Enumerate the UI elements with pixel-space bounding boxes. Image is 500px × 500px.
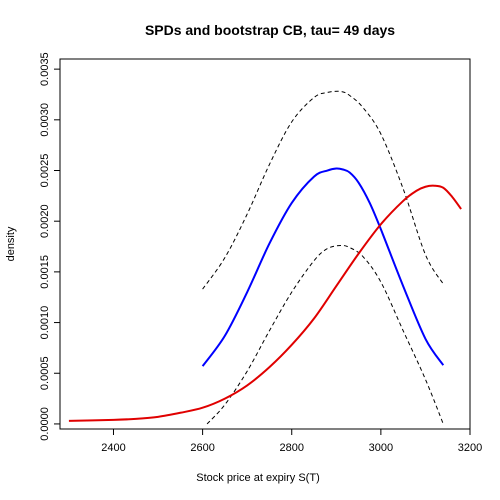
x-tick-label: 3000 [369,442,393,454]
y-tick-label: 0.0020 [39,204,51,238]
y-tick-label: 0.0025 [39,154,51,188]
series-line-0 [201,167,445,367]
x-tick-label: 2600 [190,442,214,454]
series-line-1 [202,90,444,290]
x-axis-label: Stock price at expiry S(T) [196,472,319,484]
y-axis: 0.0000 0.0005 0.0010 0.0015 0.0020 0.0025 0.00… [39,52,60,441]
y-tick-label: 0.0035 [39,52,51,86]
plot-frame [59,58,471,430]
y-axis-label: density [5,226,17,261]
x-tick-label: 3200 [458,442,482,454]
x-axis: 2400 2600 2800 3000 3200 [101,429,482,454]
series-line-3 [68,184,462,422]
x-tick-label: 2800 [279,442,303,454]
y-tick-label: 0.0010 [39,306,51,340]
x-tick-label: 2400 [101,442,125,454]
y-tick-label: 0.0005 [39,356,51,390]
y-tick-label: 0.0015 [39,255,51,289]
series-line-2 [206,244,444,425]
series-layer [68,90,462,425]
y-tick-label: 0.0000 [39,407,51,441]
y-tick-label: 0.0030 [39,103,51,137]
chart-title: SPDs and bootstrap CB, tau= 49 days [145,22,395,38]
